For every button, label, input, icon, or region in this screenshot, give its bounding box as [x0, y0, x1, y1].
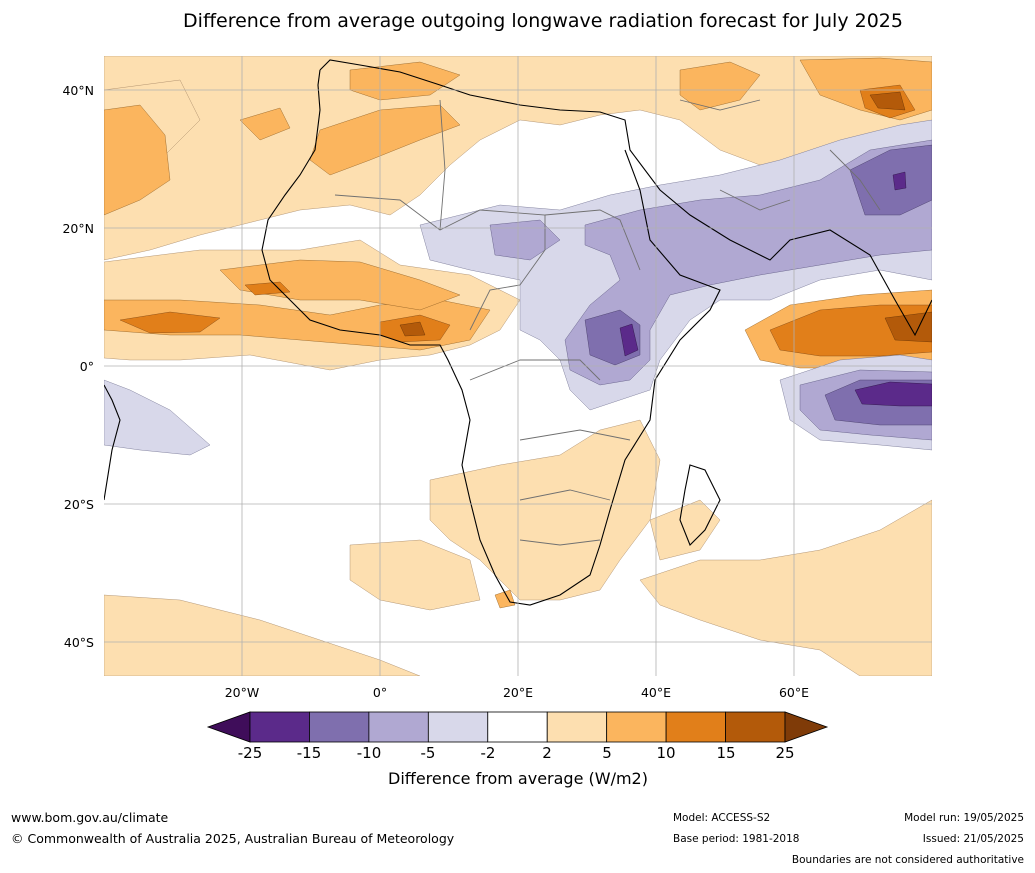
colorbar-tick: -5: [420, 744, 436, 762]
colorbar-tick: 15: [716, 744, 736, 762]
lon-label-0: 0°: [372, 685, 388, 700]
colorbar-tick: -25: [237, 744, 263, 762]
colorbar-swatch: [427, 711, 489, 743]
footer-url: www.bom.gov.au/climate: [11, 810, 169, 825]
map-field: [104, 56, 932, 676]
coastlines: [104, 59, 932, 606]
colorbar-swatch: [368, 711, 429, 743]
colorbar-swatch: [725, 711, 786, 743]
footer-copyright: © Commonwealth of Australia 2025, Austra…: [11, 831, 455, 846]
lat-label-40s: 40°S: [63, 635, 94, 650]
colorbar: [206, 711, 829, 743]
deep-purple-regions: [619, 171, 932, 407]
colorbar-tick: 25: [775, 744, 795, 762]
lon-label-20e: 20°E: [502, 685, 534, 700]
colorbar-tick: 5: [602, 744, 612, 762]
lon-label-60e: 60°E: [778, 685, 810, 700]
colorbar-swatch: [309, 711, 370, 743]
colorbar-tick: -10: [356, 744, 382, 762]
lat-label-20s: 20°S: [63, 497, 94, 512]
darkest-orange-regions: [399, 91, 932, 343]
colorbar-extend-low: [206, 711, 251, 743]
footer-base-period: Base period: 1981-2018: [673, 833, 800, 845]
colorbar-label: Difference from average (W/m2): [388, 769, 648, 788]
lon-label-40e: 40°E: [640, 685, 672, 700]
colorbar-swatch: [665, 711, 726, 743]
footer-model: Model: ACCESS-S2: [673, 812, 771, 824]
lat-label-0: 0°: [79, 359, 94, 374]
colorbar-swatch: [487, 711, 548, 743]
lat-label-40n: 40°N: [62, 83, 94, 98]
colorbar-tick: 10: [656, 744, 676, 762]
colorbar-extend-high: [784, 711, 829, 743]
colorbar-swatch: [606, 711, 667, 743]
colorbar-tick: 2: [542, 744, 552, 762]
map-title: Difference from average outgoing longwav…: [183, 10, 903, 32]
footer-issued: Issued: 21/05/2025: [922, 833, 1024, 845]
graticule: [104, 56, 932, 676]
country-borders: [334, 99, 881, 546]
light-orange-regions: [104, 56, 932, 676]
footer-disclaimer: Boundaries are not considered authoritat…: [791, 854, 1024, 866]
colorbar-swatch: [249, 711, 310, 743]
lat-label-20n: 20°N: [62, 221, 94, 236]
lon-label-20w: 20°W: [224, 685, 260, 700]
footer-model-run: Model run: 19/05/2025: [904, 812, 1024, 824]
colorbar-swatch: [546, 711, 608, 743]
colorbar-tick: -2: [480, 744, 496, 762]
colorbar-tick: -15: [296, 744, 322, 762]
